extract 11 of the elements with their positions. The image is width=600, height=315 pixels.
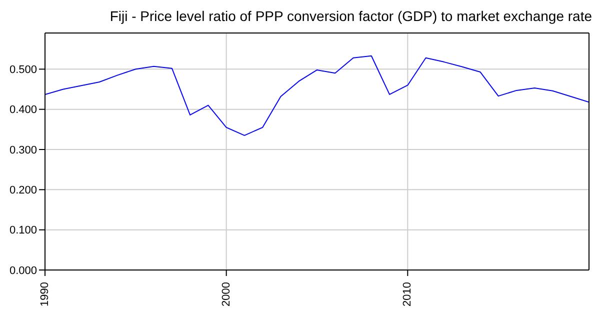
chart-title: Fiji - Price level ratio of PPP conversion factor (GDP) to market exchange rate bbox=[108, 8, 593, 24]
line-series bbox=[45, 55, 589, 136]
y-tick-label: 0.400 bbox=[9, 104, 37, 116]
y-tick-label: 0.000 bbox=[9, 264, 37, 277]
y-tick-label: 0.500 bbox=[9, 64, 37, 76]
y-tick-label: 0.200 bbox=[9, 184, 37, 197]
x-tick-label: 1990 bbox=[39, 282, 51, 306]
x-tick-label: 2000 bbox=[220, 282, 232, 306]
x-tick-label: 2010 bbox=[402, 282, 414, 306]
y-tick-label: 0.100 bbox=[9, 224, 37, 237]
y-tick-label: 0.300 bbox=[9, 144, 37, 156]
